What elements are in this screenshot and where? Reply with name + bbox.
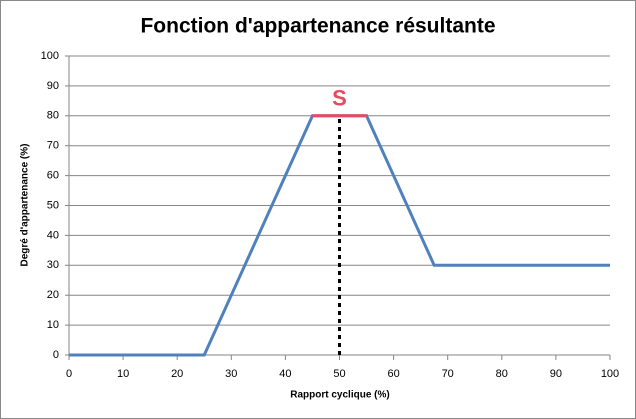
x-tick-label: 10 [117,368,129,380]
y-tick-label: 30 [47,259,59,271]
chart-title: Fonction d'appartenance résultante [140,15,495,38]
y-tick-label: 80 [47,110,59,122]
y-axis-label: Degré d'appartenance (%) [20,144,31,267]
y-tick-label: 60 [47,170,59,182]
x-axis-label: Rapport cyclique (%) [290,390,389,401]
annotation: S [332,86,347,111]
x-tick-label: 90 [550,368,562,380]
x-tick-label: 0 [66,368,72,380]
x-tick-label: 30 [225,368,237,380]
x-tick-label: 50 [333,368,345,380]
y-tick-label: 40 [47,229,59,241]
y-tick-label: 10 [47,319,59,331]
x-tick-label: 70 [442,368,454,380]
y-tick-label: 100 [41,50,59,62]
y-tick-label: 70 [47,140,59,152]
x-tick-label: 80 [496,368,508,380]
x-tick-label: 20 [171,368,183,380]
y-tick-label: 20 [47,289,59,301]
y-tick-label: 90 [47,80,59,92]
x-tick-label: 100 [601,368,619,380]
y-tick-label: 0 [53,349,59,361]
x-tick-label: 40 [279,368,291,380]
y-tick-label: 50 [47,199,59,211]
x-tick-label: 60 [387,368,399,380]
